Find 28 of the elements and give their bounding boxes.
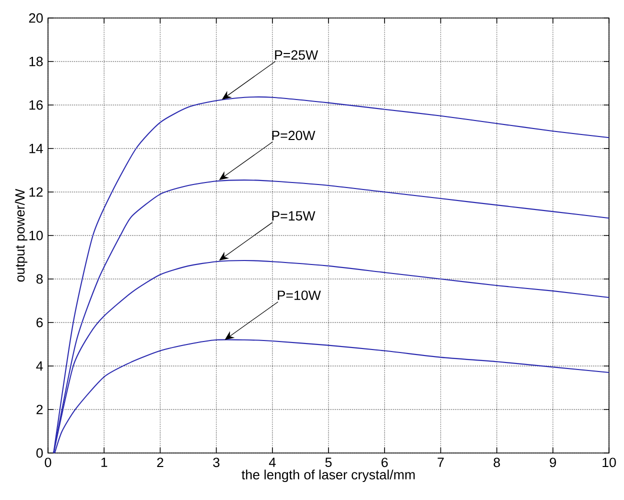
y-tick-label: 12 [29, 187, 43, 197]
y-tick-label: 2 [36, 404, 43, 414]
x-tick-label: 8 [494, 458, 500, 468]
annotation: P=20W [272, 130, 316, 140]
y-tick-label: 6 [36, 318, 43, 328]
x-tick-label: 6 [382, 458, 388, 468]
x-tick-label: 5 [325, 458, 332, 468]
y-axis-title: output power/W [14, 188, 28, 282]
y-tick-label: 14 [29, 144, 43, 154]
y-tick-label: 4 [36, 361, 43, 371]
x-tick-label: 1 [101, 458, 108, 467]
x-tick-label: 9 [550, 458, 556, 468]
x-tick-label: 4 [269, 458, 276, 467]
y-tick-label: 18 [29, 56, 43, 66]
x-tick-label: 10 [602, 458, 616, 468]
x-tick-label: 3 [213, 458, 220, 468]
y-tick-label: 0 [36, 448, 43, 458]
y-tick-label: 10 [29, 230, 43, 240]
x-axis-title: the length of laser crystal/mm [242, 470, 415, 482]
y-tick-label: 8 [36, 274, 43, 284]
annotation: P=25W [275, 50, 318, 60]
annotation: P=15W [272, 211, 316, 221]
annotation: P=10W [278, 290, 321, 300]
y-tick-label: 20 [29, 13, 43, 23]
y-tick-label: 16 [29, 100, 43, 110]
x-tick-label: 7 [438, 458, 444, 467]
x-tick-label: 0 [44, 458, 52, 468]
x-tick-label: 2 [157, 458, 164, 468]
